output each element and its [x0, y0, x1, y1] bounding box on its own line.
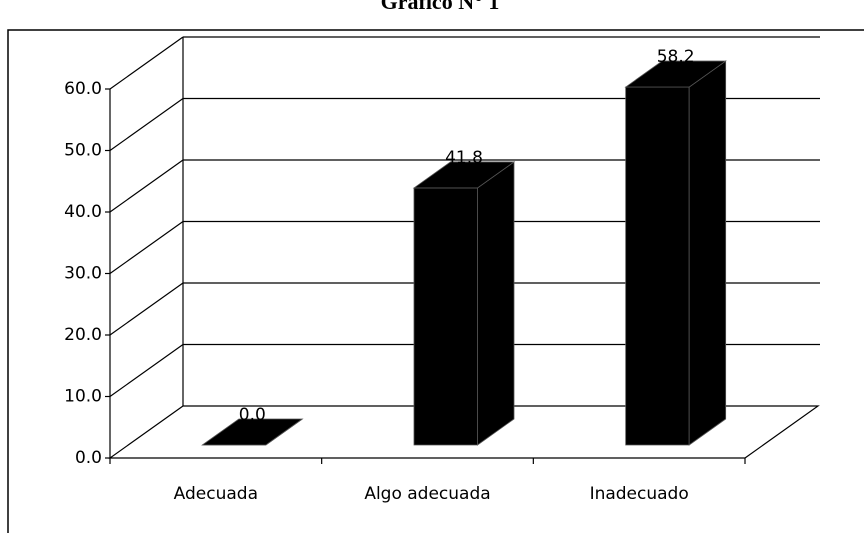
- bar: [412, 161, 516, 446]
- y-tick-label: 0.0: [75, 448, 102, 468]
- bar-top: [624, 60, 727, 88]
- x-tick-label: Inadecuado: [590, 484, 689, 504]
- bar: [624, 60, 727, 446]
- y-tick-label: 10.0: [64, 387, 102, 407]
- bar-front: [625, 86, 690, 446]
- grid-line: [109, 98, 184, 151]
- bar-side: [477, 161, 515, 446]
- bar-top: [201, 418, 304, 446]
- x-tick-label: Adecuada: [174, 484, 258, 504]
- value-label: 58.2: [657, 47, 695, 67]
- value-label: 0.0: [239, 405, 266, 425]
- bar: [201, 418, 304, 446]
- grid-line: [109, 36, 184, 90]
- grid-line: [109, 159, 184, 213]
- bar-top: [412, 161, 516, 189]
- bar-side: [688, 60, 727, 446]
- bar-front: [413, 187, 478, 446]
- grid-line: [109, 344, 184, 397]
- chart-frame: [7, 29, 864, 533]
- y-tick-label: 40.0: [64, 202, 102, 222]
- grid-line: [109, 282, 184, 336]
- y-tick-label: 50.0: [64, 141, 102, 161]
- y-tick-label: 20.0: [64, 325, 102, 345]
- grid-line: [109, 221, 184, 274]
- y-tick-label: 30.0: [64, 264, 102, 284]
- chart-title: Gráfico N° 1: [381, 0, 500, 14]
- x-tick-label: Algo adecuada: [364, 484, 490, 504]
- value-label: 41.8: [445, 148, 483, 168]
- y-tick-label: 60.0: [64, 79, 102, 99]
